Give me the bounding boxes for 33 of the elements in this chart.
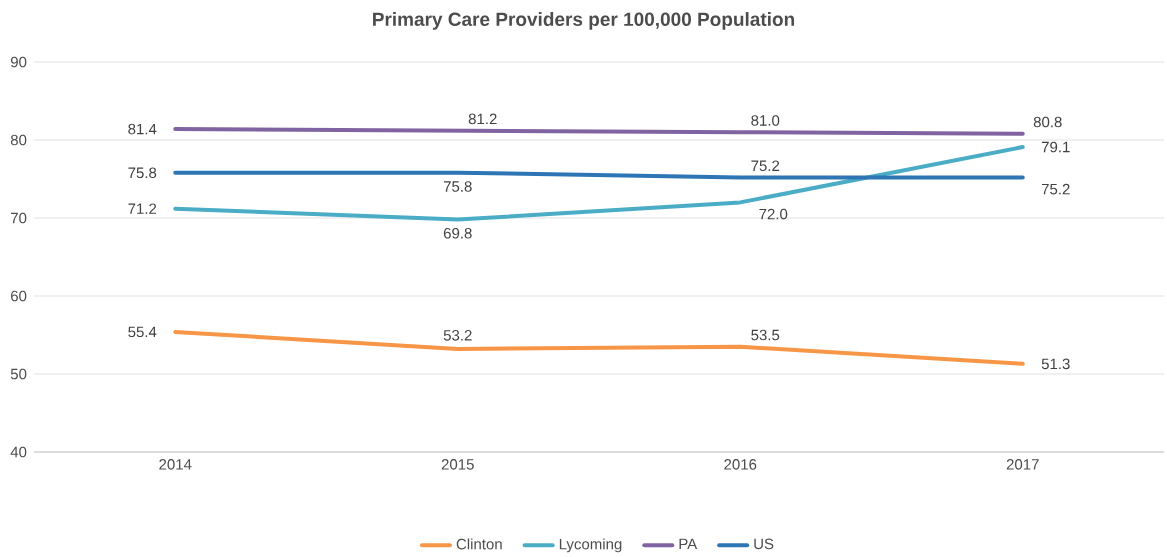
data-label: 75.2 [751,160,780,172]
y-tick-label: 90 [10,56,27,68]
y-tick-label: 70 [11,212,27,224]
legend-label: Lycoming [559,538,622,553]
data-label: 53.2 [443,330,472,341]
y-tick-label: 40 [10,446,27,458]
y-tick-label: 60 [11,290,27,302]
data-label: 55.4 [128,326,157,338]
data-label: 71.2 [128,203,157,214]
data-label: 75.2 [1041,183,1070,195]
data-label: 75.8 [128,167,157,179]
data-label: 81.4 [128,123,157,135]
data-label: 81.0 [751,115,780,126]
legend-label: US [754,538,774,550]
data-label: 75.8 [443,181,472,192]
line-series [173,329,1025,366]
x-tick-label: 2016 [724,459,757,470]
y-tick-label: 80 [10,134,27,146]
data-label: 72.0 [759,208,788,220]
legend-label: PA [679,538,698,549]
data-label: 51.3 [1041,358,1070,370]
data-label: 79.1 [1041,141,1070,153]
x-tick-label: 2015 [441,459,474,470]
data-label: 81.2 [468,113,497,125]
y-tick-label: 50 [10,368,27,380]
legend-label: Clinton [456,538,502,550]
x-tick-label: 2014 [159,459,192,470]
data-label: 69.8 [443,227,472,239]
chart-title: Primary Care Providers per 100,000 Population [373,12,795,30]
data-label: 53.5 [751,329,780,341]
x-tick-label: 2017 [1006,459,1039,470]
line-series [173,145,1025,222]
data-label: 80.8 [1033,116,1062,128]
